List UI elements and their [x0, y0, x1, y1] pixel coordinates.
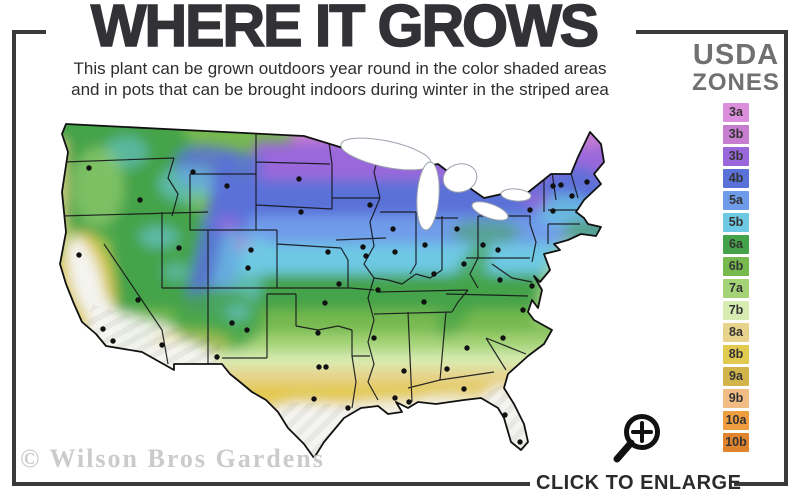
us-outline [59, 123, 605, 458]
city-dot [245, 265, 251, 271]
city-dot [316, 364, 322, 370]
city-dot [422, 242, 428, 248]
city-dot [406, 399, 412, 405]
great-lakes [340, 137, 532, 231]
city-dot [558, 182, 564, 188]
city-dot [100, 326, 106, 332]
zone-chip-6b-7: 6b [723, 257, 749, 276]
page-title: WHERE IT GROWS [90, 0, 600, 60]
city-dot [375, 287, 381, 293]
city-dot [315, 330, 321, 336]
city-dot [584, 179, 590, 185]
frame-border-right [784, 30, 788, 486]
city-dot [86, 165, 92, 171]
city-dot [360, 244, 366, 250]
city-dot [392, 395, 398, 401]
zone-chip-10b-15: 10b [723, 433, 749, 452]
city-dot [190, 169, 196, 175]
city-dot [224, 183, 230, 189]
city-dot [311, 396, 317, 402]
city-dot [135, 297, 141, 303]
subtitle: This plant can be grown outdoors year ro… [30, 58, 650, 100]
city-dot [517, 439, 523, 445]
city-dot [421, 299, 427, 305]
city-dot [431, 271, 437, 277]
city-dot [520, 307, 526, 313]
city-dot [461, 386, 467, 392]
legend-title-usda: USDA [692, 39, 780, 71]
city-dot [550, 183, 556, 189]
city-dot [137, 197, 143, 203]
city-dot [480, 242, 486, 248]
city-dot [110, 338, 116, 344]
city-dot [76, 252, 82, 258]
city-dot [248, 247, 254, 253]
city-dot [401, 368, 407, 374]
city-dot [176, 245, 182, 251]
frame-border-left [12, 30, 16, 486]
city-dot [296, 176, 302, 182]
frame-border-top-left [12, 30, 46, 34]
city-dot [345, 405, 351, 411]
city-dot [464, 345, 470, 351]
city-dot [529, 283, 535, 289]
watermark: © Wilson Bros Gardens [20, 444, 325, 473]
city-dot [325, 249, 331, 255]
zone-chip-3b-1: 3b [723, 125, 749, 144]
city-dot [298, 209, 304, 215]
city-dot [495, 247, 501, 253]
zone-chip-8b-11: 8b [723, 345, 749, 364]
subtitle-line-1: This plant can be grown outdoors year ro… [73, 59, 607, 78]
state-borders [61, 128, 584, 409]
city-dot [461, 261, 467, 267]
city-dot-layer [76, 165, 590, 445]
zone-chip-8a-10: 8a [723, 323, 749, 342]
zone-chip-4b-3: 4b [723, 169, 749, 188]
city-dot [390, 226, 396, 232]
city-dot [371, 335, 377, 341]
city-dot [454, 226, 460, 232]
usda-zones-legend: USDA ZONES 3a 3b 3b 4b 5a 5b 6a 6b 7a 7b 8a 8b 9a 9b 1… [678, 40, 794, 455]
frame-border-bottom-left [12, 482, 530, 486]
city-dot [550, 208, 556, 214]
zone-chip-6a-6: 6a [723, 235, 749, 254]
zone-chip-7a-8: 7a [723, 279, 749, 298]
city-dot [244, 327, 250, 333]
zone-chip-7b-9: 7b [723, 301, 749, 320]
zone-chip-3b-2: 3b [723, 147, 749, 166]
city-dot [322, 300, 328, 306]
city-dot [392, 249, 398, 255]
city-dot [336, 281, 342, 287]
zone-chip-9b-13: 9b [723, 389, 749, 408]
frame-border-bottom-right [734, 482, 788, 486]
city-dot [214, 354, 220, 360]
click-to-enlarge-label[interactable]: CLICK TO ENLARGE [536, 472, 742, 494]
city-dot [159, 342, 165, 348]
zone-chip-list: 3a 3b 3b 4b 5a 5b 6a 6b 7a 7b 8a 8b 9a 9b 10a 10b [678, 103, 794, 452]
subtitle-line-2: and in pots that can be brought indoors … [71, 80, 609, 99]
city-dot [363, 253, 369, 259]
city-dot [444, 366, 450, 372]
city-dot [500, 335, 506, 341]
city-dot [323, 364, 329, 370]
zone-chip-3a-0: 3a [723, 103, 749, 122]
city-dot [229, 320, 235, 326]
zone-chip-10a-14: 10a [723, 411, 749, 430]
city-dot [497, 277, 503, 283]
city-dot [502, 412, 508, 418]
zone-chip-5a-4: 5a [723, 191, 749, 210]
city-dot [367, 202, 373, 208]
frame-border-top-right [636, 30, 788, 34]
city-dot [569, 193, 575, 199]
magnifying-glass-plus-icon[interactable] [604, 406, 666, 470]
city-dot [527, 207, 533, 213]
usda-hardiness-map[interactable] [56, 112, 614, 458]
legend-title-zones: ZONES [692, 69, 780, 96]
zone-chip-5b-5: 5b [723, 213, 749, 232]
zone-chip-9a-12: 9a [723, 367, 749, 386]
